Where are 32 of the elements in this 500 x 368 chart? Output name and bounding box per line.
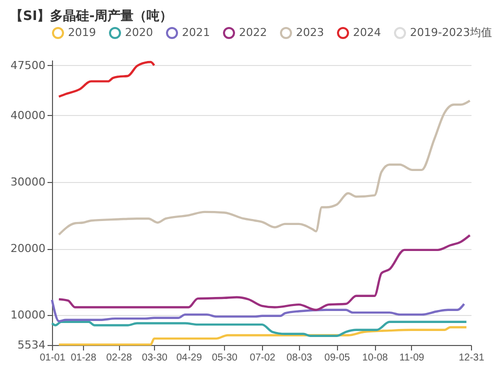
legend-label: 2019 [68, 26, 96, 39]
y-tick-label: 10000 [10, 308, 46, 322]
x-tick-label: 01-28 [70, 352, 97, 364]
line-series [58, 60, 156, 98]
x-tick-label: 12-31 [458, 352, 485, 364]
x-tick-label: 08-03 [286, 352, 313, 364]
y-tick-label: 40000 [10, 108, 46, 122]
line-series [50, 298, 466, 322]
line-series [58, 234, 471, 312]
y-tick-label: 47500 [10, 58, 46, 72]
legend-label: 2024 [353, 26, 381, 39]
legend-label: 2023 [296, 26, 324, 39]
x-tick-label: 02-28 [106, 352, 132, 364]
legend-label: 2021 [182, 26, 210, 39]
y-tick-label: 5534 [18, 338, 46, 352]
x-tick-label: 05-30 [212, 352, 238, 364]
legend-label: 2019-2023均值 [410, 26, 492, 39]
x-tick-label: 03-30 [142, 352, 168, 364]
y-tick-label: 20000 [10, 242, 46, 256]
x-tick-label: 11-09 [399, 352, 425, 364]
line-series [50, 320, 468, 337]
chart-title: 【SI】多晶硅-周产量（吨） [10, 8, 173, 24]
legend-label: 2020 [125, 26, 153, 39]
x-tick-label: 10-08 [362, 352, 388, 364]
x-tick-label: 07-02 [250, 352, 276, 364]
legend-label: 2022 [239, 26, 267, 39]
line-series [58, 326, 468, 346]
y-tick-label: 30000 [10, 175, 46, 188]
x-tick-label: 09-05 [324, 352, 350, 364]
x-tick-label: 04-29 [176, 352, 202, 364]
line-series [58, 100, 471, 236]
x-tick-label: 01-01 [40, 352, 66, 364]
